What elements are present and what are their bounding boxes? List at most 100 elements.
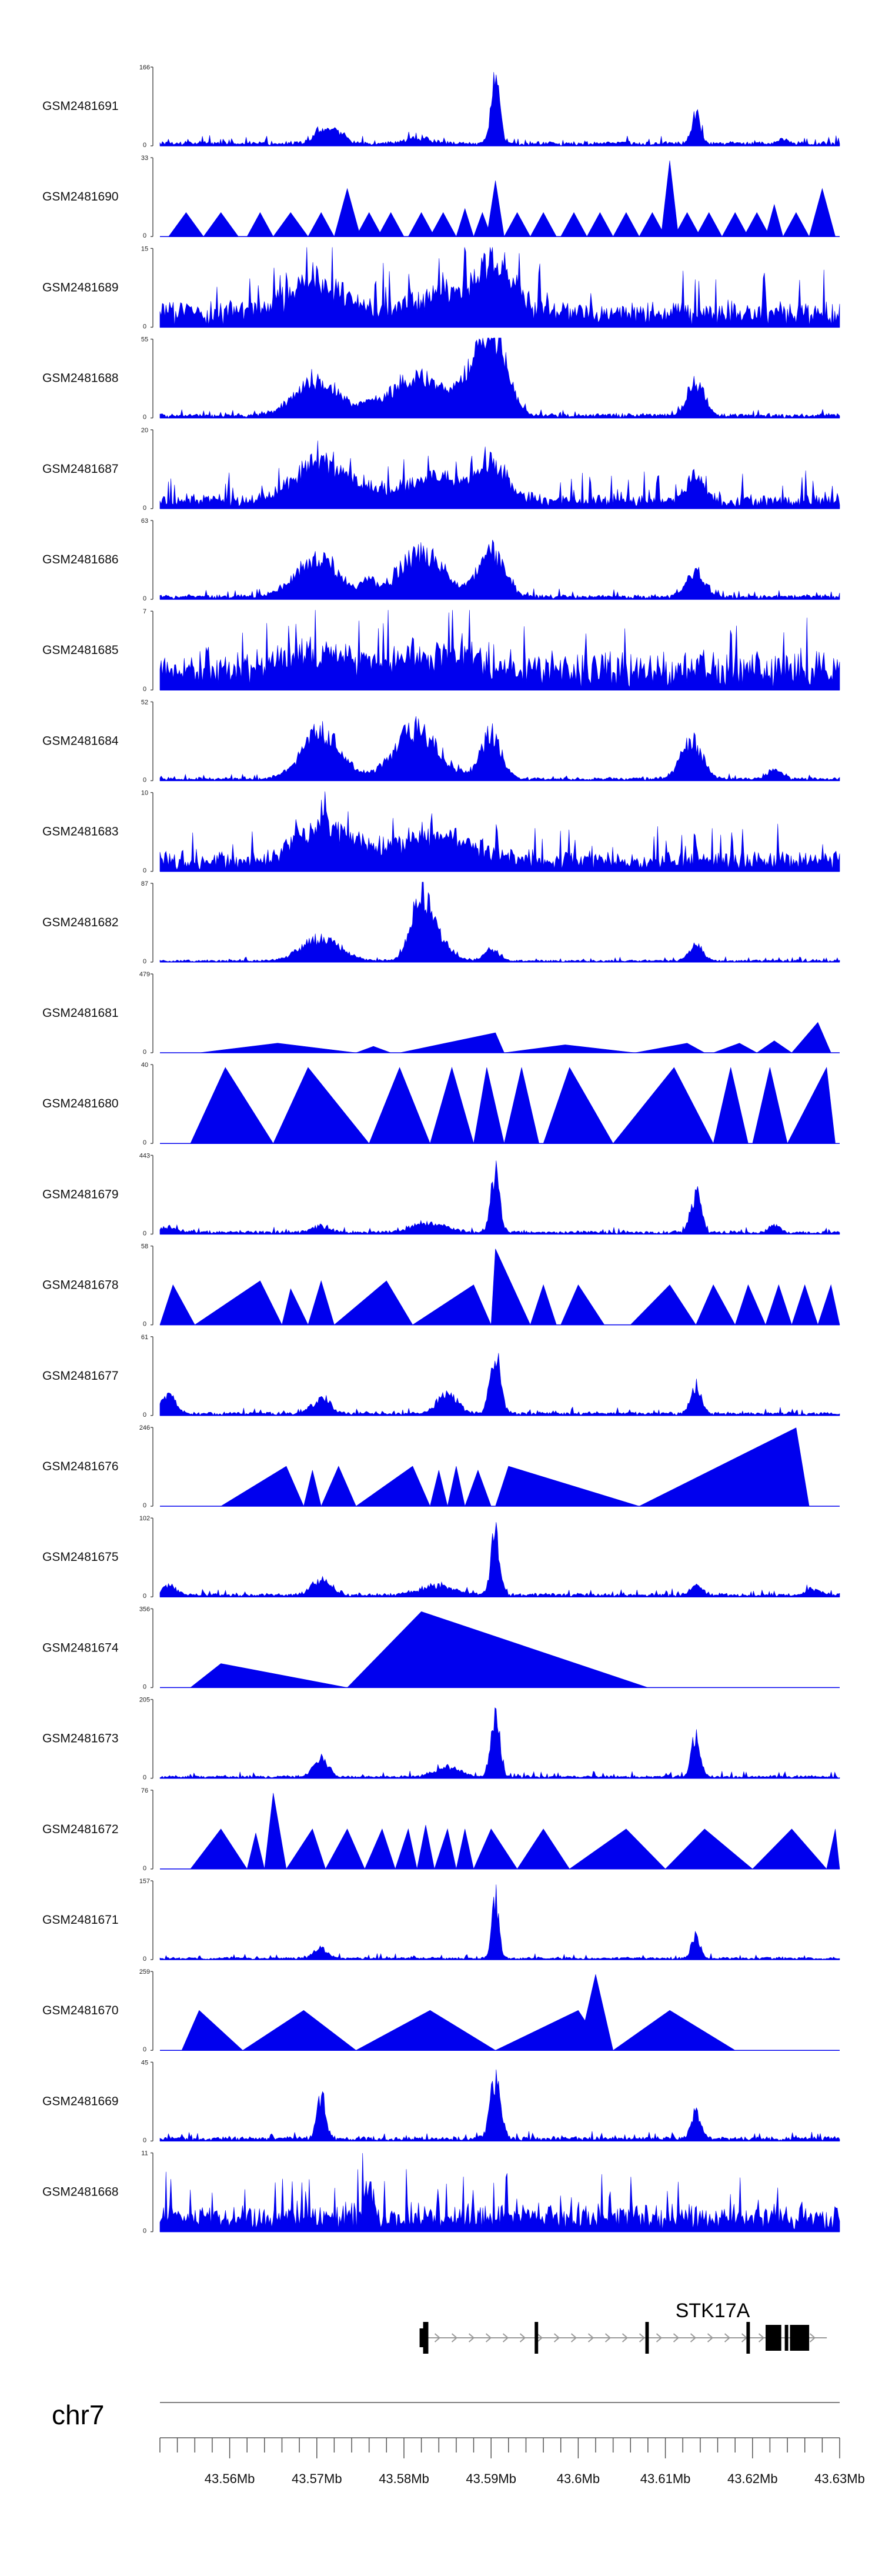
y-max-label: 20 [141, 427, 148, 434]
strand-arrow [707, 2333, 714, 2343]
strand-arrow [519, 2333, 526, 2343]
signal-area [159, 1353, 840, 1416]
y-min-label: 0 [143, 1049, 146, 1056]
gene-exon [766, 2325, 781, 2351]
track-GSM2481686: GSM2481686 63 0 [42, 518, 840, 602]
track-label: GSM2481673 [42, 1732, 119, 1746]
signal-area [181, 1974, 736, 2051]
track-GSM2481669: GSM2481669 45 0 [42, 2059, 840, 2144]
signal-area [190, 1066, 836, 1144]
track-GSM2481673: GSM2481673 205 0 [42, 1697, 840, 1781]
x-tick-label: 43.62Mb [727, 2471, 778, 2486]
signal-area [159, 72, 840, 146]
y-min-label: 0 [143, 1865, 146, 1872]
signal-area [159, 1249, 840, 1325]
track-GSM2481676: GSM2481676 246 0 [42, 1424, 840, 1509]
gene-utr [419, 2328, 425, 2347]
track-GSM2481683: GSM2481683 10 0 [42, 790, 840, 875]
track-label: GSM2481670 [42, 2004, 119, 2017]
track-label: GSM2481676 [42, 1460, 119, 1473]
signal-area [190, 1793, 840, 1870]
signal-area [159, 610, 840, 690]
y-min-label: 0 [143, 414, 146, 421]
y-max-label: 157 [139, 1878, 150, 1885]
y-max-label: 205 [139, 1697, 150, 1704]
y-max-label: 45 [141, 2059, 148, 2066]
track-GSM2481688: GSM2481688 55 0 [42, 336, 840, 421]
track-label: GSM2481682 [42, 916, 119, 929]
signal-area [159, 441, 840, 509]
x-tick-label: 43.63Mb [814, 2471, 865, 2486]
track-label: GSM2481681 [42, 1006, 119, 1020]
signal-area [159, 2153, 840, 2232]
track-GSM2481679: GSM2481679 443 0 [42, 1152, 840, 1237]
track-GSM2481691: GSM2481691 166 0 [42, 64, 840, 149]
track-label: GSM2481684 [42, 734, 119, 748]
y-min-label: 0 [143, 1412, 146, 1419]
gene-exon [784, 2325, 789, 2351]
track-GSM2481682: GSM2481682 87 0 [42, 880, 840, 965]
y-min-label: 0 [143, 958, 146, 965]
y-min-label: 0 [143, 232, 146, 239]
signal-area [159, 716, 840, 781]
strand-arrow [622, 2333, 629, 2343]
signal-area [159, 338, 840, 419]
y-min-label: 0 [143, 1139, 146, 1146]
y-max-label: 259 [139, 1968, 150, 1976]
strand-arrow [724, 2333, 731, 2343]
gene-exon [645, 2322, 649, 2354]
strand-arrow [536, 2333, 543, 2343]
y-max-label: 443 [139, 1152, 150, 1159]
track-label: GSM2481668 [42, 2185, 119, 2199]
gene-exon [790, 2325, 810, 2351]
y-max-label: 58 [141, 1243, 148, 1250]
signal-area [190, 1611, 648, 1688]
strand-arrow [639, 2333, 646, 2343]
strand-arrow [809, 2333, 816, 2343]
signal-area [168, 160, 836, 237]
y-max-label: 40 [141, 1062, 148, 1069]
y-max-label: 102 [139, 1515, 150, 1522]
gene-exon [746, 2322, 750, 2354]
signal-area [159, 1707, 840, 1779]
y-min-label: 0 [143, 2228, 146, 2235]
signal-area [159, 1884, 840, 1960]
track-GSM2481685: GSM2481685 7 0 [42, 608, 840, 693]
track-label: GSM2481688 [42, 372, 119, 385]
track-label: GSM2481672 [42, 1823, 119, 1836]
y-max-label: 10 [141, 790, 148, 797]
y-max-label: 55 [141, 336, 148, 343]
track-label: GSM2481680 [42, 1097, 119, 1110]
track-label: GSM2481689 [42, 281, 119, 294]
strand-arrow [758, 2333, 765, 2343]
strand-arrow [502, 2333, 509, 2343]
y-max-label: 33 [141, 155, 148, 162]
y-min-label: 0 [143, 142, 146, 149]
x-tick-label: 43.59Mb [466, 2471, 516, 2486]
y-min-label: 0 [143, 1502, 146, 1509]
strand-arrow [673, 2333, 680, 2343]
y-min-label: 0 [143, 1774, 146, 1781]
track-GSM2481672: GSM2481672 76 0 [42, 1787, 840, 1872]
y-max-label: 15 [141, 245, 148, 252]
track-label: GSM2481686 [42, 553, 119, 566]
y-min-label: 0 [143, 595, 146, 602]
strand-arrow [553, 2333, 560, 2343]
signal-area [159, 247, 840, 328]
y-min-label: 0 [143, 776, 146, 783]
x-tick-label: 43.56Mb [205, 2471, 255, 2486]
x-tick-label: 43.61Mb [640, 2471, 691, 2486]
x-tick-label: 43.6Mb [557, 2471, 600, 2486]
track-GSM2481675: GSM2481675 102 0 [42, 1515, 840, 1600]
strand-arrow [434, 2333, 441, 2343]
gene-label: STK17A [676, 2300, 750, 2322]
track-GSM2481684: GSM2481684 52 0 [42, 699, 840, 783]
y-min-label: 0 [143, 1956, 146, 1963]
strand-arrow [587, 2333, 594, 2343]
track-label: GSM2481675 [42, 1550, 119, 1564]
y-max-label: 7 [143, 608, 146, 615]
y-max-label: 63 [141, 518, 148, 525]
track-label: GSM2481687 [42, 462, 119, 476]
x-tick-label: 43.57Mb [292, 2471, 342, 2486]
